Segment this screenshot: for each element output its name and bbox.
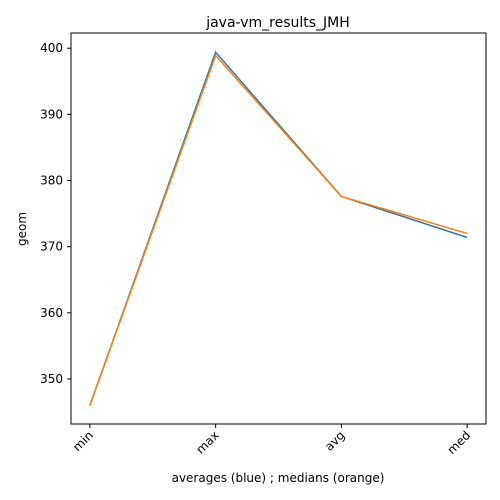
x-axis-label: averages (blue) ; medians (orange) xyxy=(172,471,385,485)
y-tick-label: 350 xyxy=(40,372,63,386)
y-tick-label: 400 xyxy=(40,41,63,55)
y-tick-label: 360 xyxy=(40,306,63,320)
series-line-1 xyxy=(89,54,468,406)
y-tick-label: 380 xyxy=(40,174,63,188)
plot-frame xyxy=(70,32,487,425)
y-axis-label: geom xyxy=(15,212,29,246)
y-axis: 350 360 370 380 390 400 xyxy=(40,41,71,386)
chart-title: java-vm_results_JMH xyxy=(205,15,350,31)
plot-area xyxy=(89,50,468,406)
y-tick-label: 390 xyxy=(40,107,63,121)
y-tick-label: 370 xyxy=(40,240,63,254)
